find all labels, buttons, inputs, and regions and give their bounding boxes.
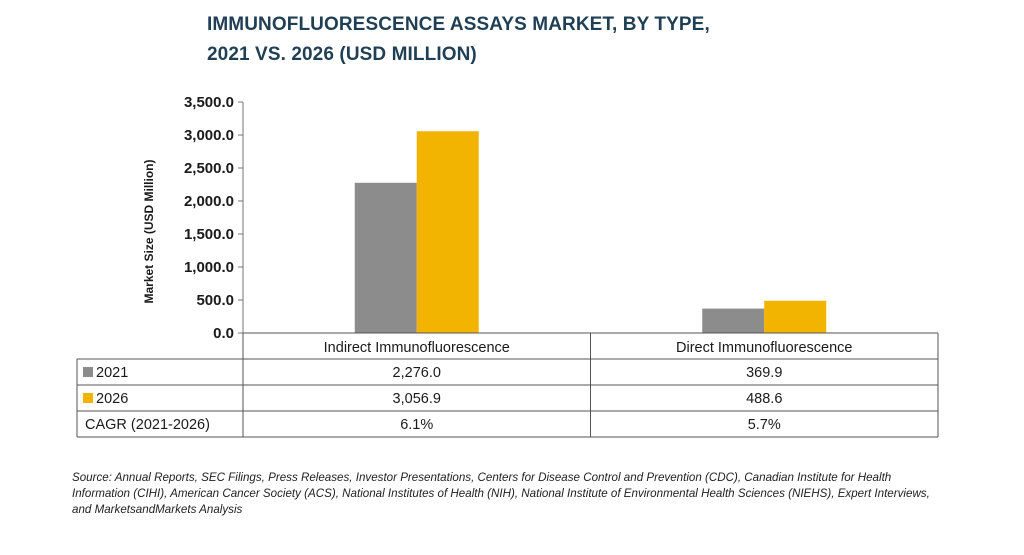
source-note: Source: Annual Reports, SEC Filings, Pre… [72,471,930,516]
cagr-value: 5.7% [748,417,781,433]
y-tick-label: 2,500.0 [184,160,234,177]
legend-swatch-2026 [83,393,93,403]
y-tick-label: 1,500.0 [184,226,234,243]
legend-label-2026: 2026 [96,391,128,407]
legend-swatch-2021 [83,367,93,377]
legend-label-2021: 2021 [96,365,128,381]
bar-2026-0 [416,131,479,333]
bar-2026-1 [764,300,827,333]
x-category-label: Direct Immunofluorescence [676,340,853,356]
y-tick-label: 0.0 [213,325,234,342]
data-label: 369.9 [746,365,782,381]
chart-title: IMMUNOFLUORESCENCE ASSAYS MARKET, BY TYP… [207,10,710,70]
bar-2021-1 [702,308,765,333]
data-label: 2,276.0 [393,365,441,381]
y-tick-label: 500.0 [196,292,234,309]
data-label: 3,056.9 [393,391,441,407]
y-tick-label: 3,500.0 [184,94,234,111]
chart-title-line-2: 2021 VS. 2026 (USD MILLION) [207,44,477,65]
y-tick-label: 1,000.0 [184,259,234,276]
y-axis-title: Market Size (USD Million) [142,159,156,303]
cagr-row-label: CAGR (2021-2026) [85,417,210,433]
chart-title-line-1: IMMUNOFLUORESCENCE ASSAYS MARKET, BY TYP… [207,14,710,35]
y-tick-label: 3,000.0 [184,127,234,144]
data-label: 488.6 [746,391,782,407]
cagr-value: 6.1% [400,417,433,433]
bar-2021-0 [354,182,417,333]
y-tick-label: 2,000.0 [184,193,234,210]
x-category-label: Indirect Immunofluorescence [324,340,510,356]
